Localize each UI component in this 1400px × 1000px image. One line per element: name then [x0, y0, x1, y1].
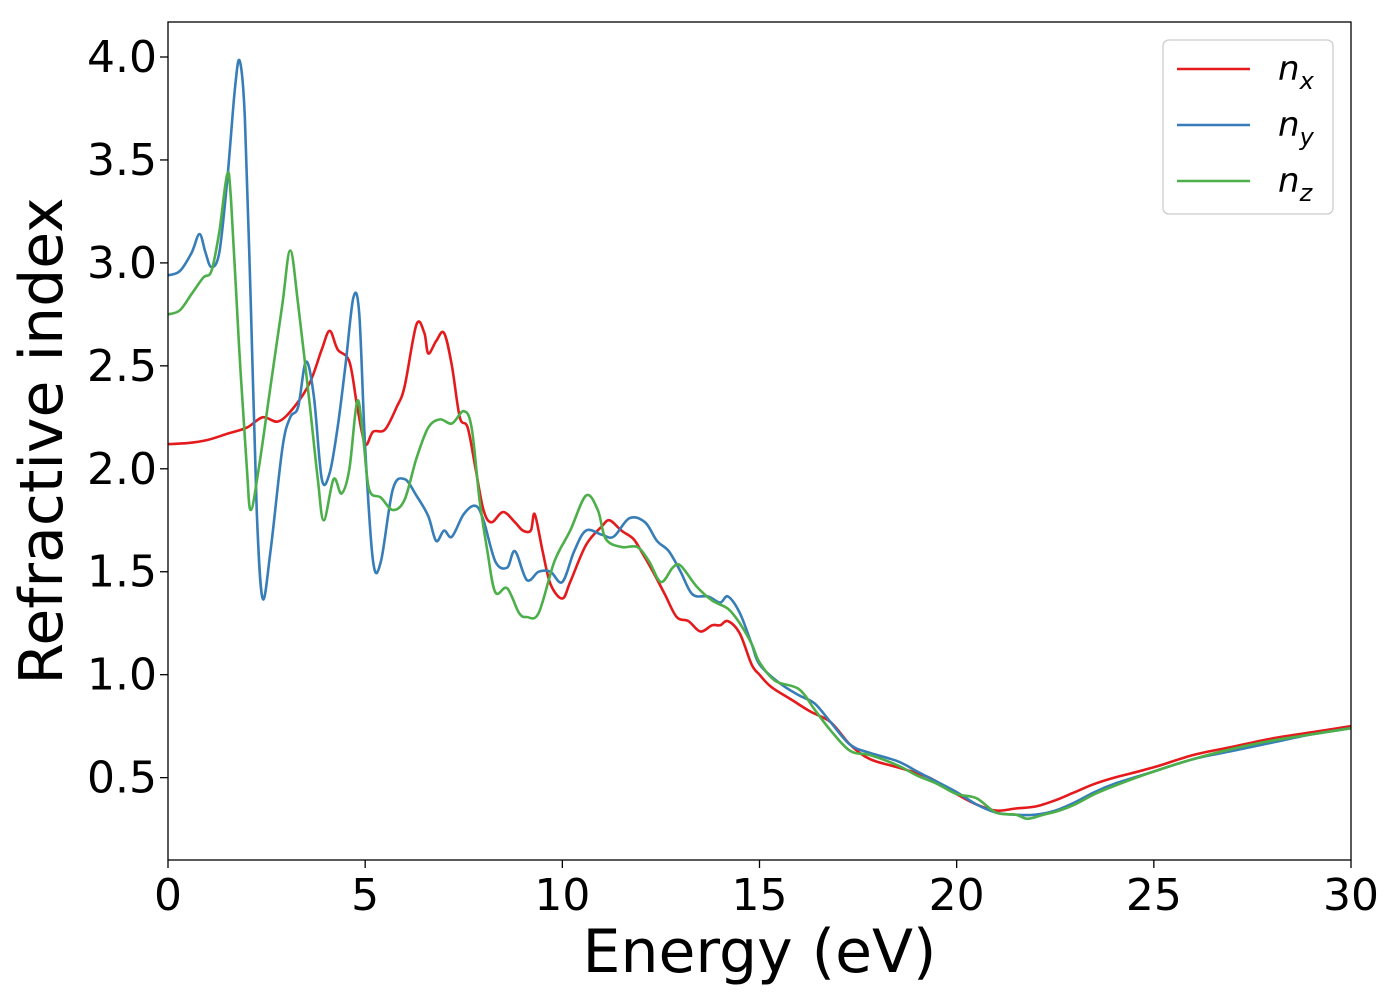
x-tick-label: 15 [732, 870, 788, 921]
legend-label-x: nx [1278, 49, 1315, 95]
series-lines [167, 58, 1352, 821]
y-tick-label: 1.5 [87, 547, 157, 598]
series-line-y [167, 58, 1352, 817]
x-tick-label: 25 [1126, 870, 1182, 921]
y-axis-ticks: 0.5 1.0 1.5 2.0 2.5 3.0 3.5 4.0 [87, 32, 168, 804]
legend: nx ny nz [1162, 39, 1334, 215]
x-tick-label: 0 [154, 870, 182, 921]
x-tick-label: 5 [351, 870, 379, 921]
y-tick-label: 1.0 [87, 650, 157, 701]
series-line-z [167, 171, 1352, 821]
y-tick-label: 0.5 [87, 753, 157, 804]
legend-label-z: nz [1278, 161, 1314, 207]
x-tick-label: 30 [1323, 870, 1379, 921]
x-axis-title: Energy (eV) [583, 917, 937, 987]
legend-label-y: ny [1278, 105, 1315, 151]
y-tick-label: 2.5 [87, 341, 157, 392]
legend-box [1162, 39, 1334, 215]
y-tick-label: 4.0 [87, 32, 157, 83]
x-tick-label: 10 [534, 870, 590, 921]
x-tick-label: 20 [929, 870, 985, 921]
y-tick-label: 3.5 [87, 135, 157, 186]
y-tick-label: 2.0 [87, 444, 157, 495]
x-axis-ticks: 0 5 10 15 20 25 30 [154, 860, 1379, 921]
y-axis-title: Refractive index [7, 197, 77, 684]
y-tick-label: 3.0 [87, 238, 157, 289]
